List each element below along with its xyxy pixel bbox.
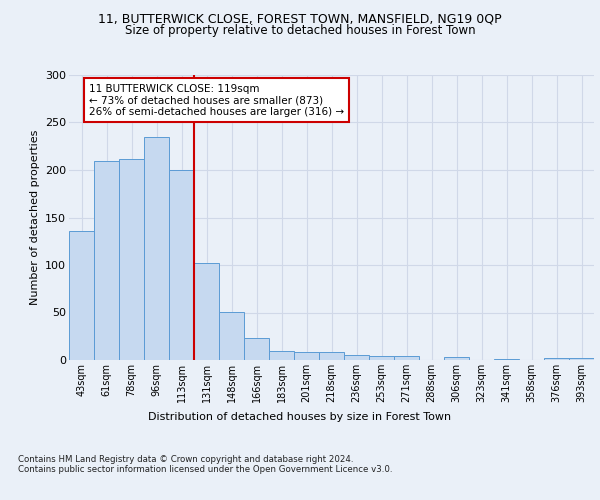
Bar xyxy=(319,352,344,360)
Bar xyxy=(244,338,269,360)
Bar xyxy=(219,312,244,360)
Bar xyxy=(119,158,144,360)
Bar xyxy=(344,355,369,360)
Bar xyxy=(494,359,519,360)
Bar xyxy=(544,358,569,360)
Text: Contains HM Land Registry data © Crown copyright and database right 2024.
Contai: Contains HM Land Registry data © Crown c… xyxy=(18,455,392,474)
Bar xyxy=(194,263,219,360)
Bar xyxy=(394,356,419,360)
Bar xyxy=(369,356,394,360)
Bar xyxy=(294,352,319,360)
Text: 11, BUTTERWICK CLOSE, FOREST TOWN, MANSFIELD, NG19 0QP: 11, BUTTERWICK CLOSE, FOREST TOWN, MANSF… xyxy=(98,12,502,26)
Y-axis label: Number of detached properties: Number of detached properties xyxy=(29,130,40,305)
Bar xyxy=(569,358,594,360)
Bar xyxy=(269,350,294,360)
Bar xyxy=(94,160,119,360)
Text: 11 BUTTERWICK CLOSE: 119sqm
← 73% of detached houses are smaller (873)
26% of se: 11 BUTTERWICK CLOSE: 119sqm ← 73% of det… xyxy=(89,84,344,116)
Bar xyxy=(144,136,169,360)
Text: Distribution of detached houses by size in Forest Town: Distribution of detached houses by size … xyxy=(148,412,452,422)
Bar xyxy=(69,231,94,360)
Bar xyxy=(169,170,194,360)
Bar xyxy=(444,357,469,360)
Text: Size of property relative to detached houses in Forest Town: Size of property relative to detached ho… xyxy=(125,24,475,37)
